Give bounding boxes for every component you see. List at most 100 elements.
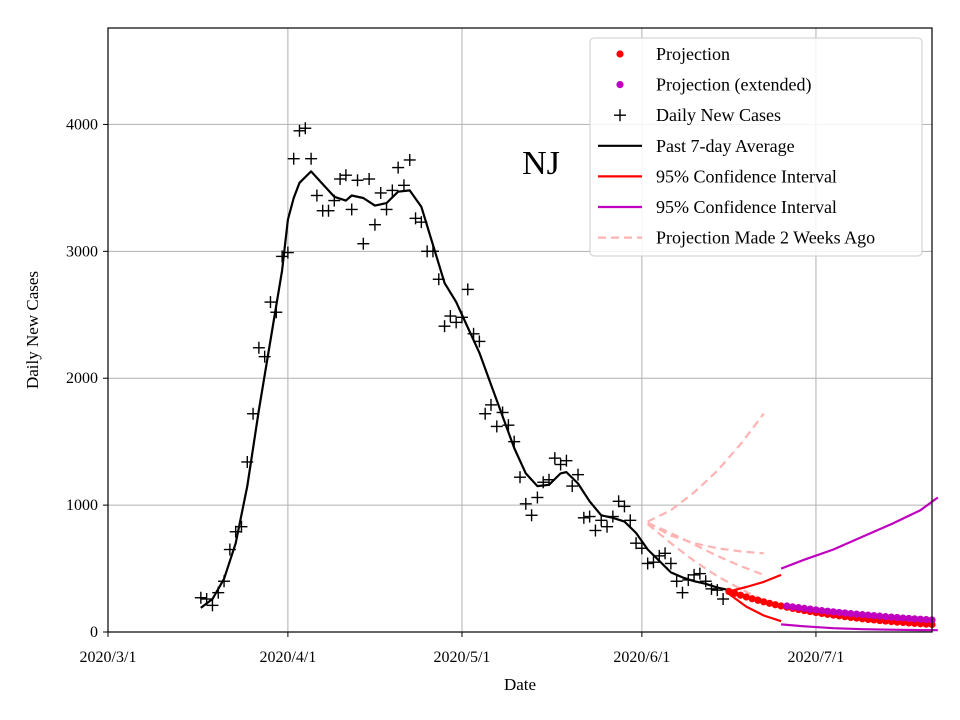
point-daily-new-cases — [531, 491, 544, 504]
point-projection-extended — [812, 606, 820, 614]
point-projection-extended — [899, 614, 907, 622]
point-projection — [760, 598, 768, 606]
point-projection-extended — [887, 613, 895, 621]
point-projection-extended — [852, 610, 861, 618]
point-projection — [754, 596, 762, 604]
series-line-projection-2-weeks-ago-upper — [647, 413, 765, 523]
point-daily-new-cases — [601, 520, 614, 533]
point-daily-new-cases — [630, 537, 643, 550]
point-daily-new-cases — [397, 179, 410, 192]
x-axis-title: Date — [504, 675, 536, 694]
point-daily-new-cases — [206, 599, 219, 612]
point-daily-new-cases — [583, 510, 596, 523]
point-daily-new-cases — [490, 420, 503, 433]
point-projection-extended — [864, 611, 872, 619]
legend-label: 95% Confidence Interval — [656, 166, 837, 186]
point-daily-new-cases — [635, 542, 648, 555]
point-daily-new-cases — [514, 471, 526, 484]
point-daily-new-cases — [374, 186, 387, 199]
point-projection — [748, 595, 756, 603]
point-daily-new-cases — [223, 543, 236, 556]
y-axis-title: Daily New Cases — [23, 271, 42, 389]
series-line-projection-2-weeks-ago-center — [647, 521, 765, 576]
legend-item-projection-extended-1: Projection (extended) — [616, 75, 811, 96]
point-projection — [765, 599, 774, 607]
point-daily-new-cases — [624, 514, 637, 527]
point-daily-new-cases — [299, 122, 312, 135]
point-daily-new-cases — [577, 511, 590, 524]
point-daily-new-cases — [525, 509, 538, 522]
point-daily-new-cases — [287, 152, 300, 165]
point-daily-new-cases — [310, 189, 323, 202]
legend-label: Projection Made 2 Weeks Ago — [656, 228, 875, 248]
point-daily-new-cases — [241, 455, 254, 468]
y-tick-label: 4000 — [66, 116, 98, 133]
point-projection-extended — [818, 606, 826, 615]
point-daily-new-cases — [595, 514, 608, 527]
point-daily-new-cases — [235, 520, 248, 533]
point-projection-extended — [876, 612, 884, 620]
point-daily-new-cases — [560, 454, 573, 467]
point-projection-extended — [806, 605, 814, 613]
point-projection-extended — [922, 615, 930, 624]
point-daily-new-cases — [705, 582, 718, 595]
y-tick-label: 0 — [90, 624, 98, 641]
point-daily-new-cases — [682, 573, 695, 586]
point-projection-extended — [858, 611, 866, 619]
point-daily-new-cases — [548, 452, 561, 465]
point-projection-extended — [881, 613, 890, 621]
x-tick-label: 2020/6/1 — [613, 649, 670, 666]
point-daily-new-cases — [670, 575, 683, 588]
point-daily-new-cases — [641, 557, 654, 570]
y-tick-label: 2000 — [66, 370, 98, 387]
series-line-95-ci-upper — [728, 573, 782, 593]
point-daily-new-cases — [252, 341, 265, 354]
point-daily-new-cases — [606, 510, 619, 523]
point-daily-new-cases — [572, 468, 585, 481]
point-projection-extended — [905, 614, 913, 623]
legend-marker-dot — [616, 50, 624, 58]
x-tick-label: 2020/4/1 — [259, 649, 316, 666]
point-daily-new-cases — [467, 327, 480, 340]
point-daily-new-cases — [293, 124, 306, 137]
point-projection-extended — [789, 603, 797, 611]
point-daily-new-cases — [403, 153, 416, 166]
point-daily-new-cases — [537, 476, 550, 489]
point-projection-extended — [847, 610, 855, 618]
point-daily-new-cases — [647, 556, 660, 569]
legend-marker-plus — [614, 109, 626, 122]
point-projection — [777, 602, 785, 610]
series-line-95-ci-lower — [728, 593, 782, 623]
point-projection — [736, 591, 745, 599]
point-daily-new-cases — [653, 549, 666, 562]
point-daily-new-cases — [264, 296, 277, 309]
point-daily-new-cases — [432, 273, 445, 286]
point-daily-new-cases — [455, 311, 468, 324]
point-daily-new-cases — [699, 575, 712, 588]
point-daily-new-cases — [461, 283, 474, 296]
point-projection-extended — [829, 608, 837, 616]
point-daily-new-cases — [693, 567, 706, 580]
point-projection — [771, 601, 779, 609]
point-daily-new-cases — [664, 557, 677, 570]
point-daily-new-cases — [345, 203, 358, 216]
y-tick-label: 3000 — [66, 243, 98, 260]
series-daily-new-cases — [194, 122, 730, 612]
point-projection-extended — [893, 613, 901, 622]
series-line-95-ci-upper-extended — [780, 496, 939, 570]
point-projection — [725, 587, 733, 595]
point-daily-new-cases — [450, 316, 463, 329]
point-daily-new-cases — [479, 407, 492, 420]
point-daily-new-cases — [519, 497, 532, 510]
ticks: 2020/3/1 2020/4/1 2020/5/1 2020/6/1 2020/7/1… — [66, 116, 844, 666]
point-daily-new-cases — [566, 480, 579, 493]
point-daily-new-cases — [212, 586, 225, 599]
point-daily-new-cases — [612, 495, 625, 508]
legend-item-95-confidence-interval-4: 95% Confidence Interval — [598, 166, 837, 186]
point-daily-new-cases — [339, 169, 352, 182]
point-daily-new-cases — [194, 591, 207, 604]
plot-frame — [107, 27, 933, 633]
legend-item-95-confidence-interval-5: 95% Confidence Interval — [598, 197, 837, 217]
point-daily-new-cases — [438, 320, 451, 333]
